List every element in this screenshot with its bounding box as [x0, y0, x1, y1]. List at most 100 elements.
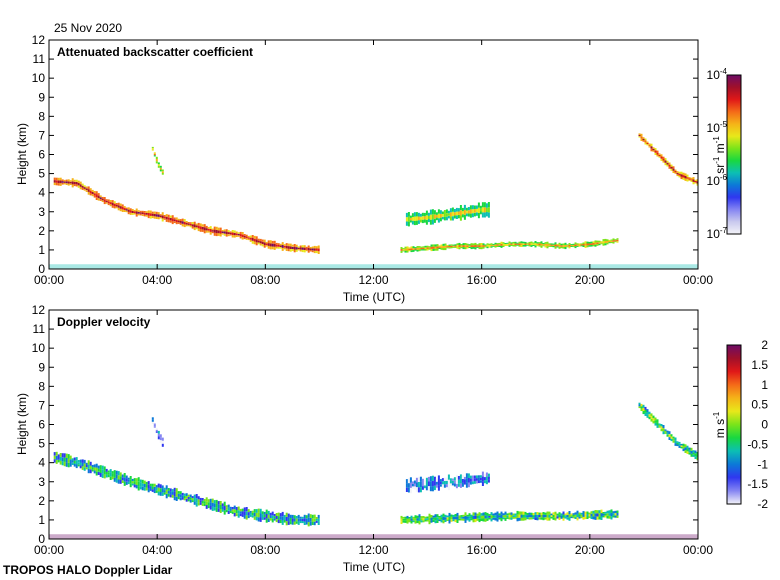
data-cell [542, 243, 545, 245]
data-cell [147, 212, 150, 216]
data-cell [461, 482, 464, 487]
data-cell [105, 200, 108, 203]
data-cell [556, 516, 559, 519]
data-cell [275, 519, 278, 523]
data-cell [271, 511, 274, 516]
data-cell [417, 476, 420, 482]
data-cell [470, 516, 473, 519]
data-cell [129, 208, 132, 211]
data-cell [412, 246, 415, 249]
data-cell [129, 476, 132, 480]
data-cell [189, 497, 192, 500]
data-cell [672, 438, 675, 441]
data-cell [177, 493, 180, 497]
data-cell [644, 140, 647, 143]
y-tick-label: 2 [38, 494, 45, 508]
data-cell [680, 446, 683, 449]
data-cell [201, 224, 204, 227]
data-cell [139, 482, 142, 487]
data-cell [420, 249, 423, 251]
data-cell [480, 515, 483, 519]
data-cell [676, 172, 679, 175]
data-cell [221, 509, 224, 512]
data-cell [295, 249, 298, 252]
data-cell [407, 478, 410, 484]
data-cell [439, 213, 442, 218]
data-cell [81, 187, 84, 190]
backscatter-colorbar-units: sr-1 m-1 [712, 136, 727, 174]
data-cell [682, 175, 685, 178]
data-cell [83, 459, 86, 464]
data-cell [550, 516, 553, 519]
data-cell [163, 218, 166, 220]
data-cell [414, 515, 417, 518]
data-cell [459, 483, 462, 488]
data-cell [610, 239, 613, 241]
data-cell [141, 479, 144, 484]
data-cell [522, 243, 525, 245]
data-cell [105, 474, 108, 478]
data-cell [465, 482, 468, 488]
data-cell [470, 247, 473, 250]
data-cell [688, 177, 691, 179]
y-tick-label: 4 [38, 186, 45, 200]
data-cell [430, 520, 433, 523]
data-cell [564, 516, 567, 519]
data-cell [67, 179, 70, 182]
data-cell [195, 502, 198, 507]
data-cell [171, 489, 174, 492]
x-tick-label: 08:00 [250, 543, 280, 557]
data-cell [301, 521, 304, 524]
data-cell [157, 212, 160, 215]
data-cell [93, 191, 96, 194]
data-cell [608, 242, 611, 244]
data-cell [457, 211, 460, 215]
data-cell [235, 231, 238, 234]
data-cell [610, 512, 613, 517]
x-tick-label: 08:00 [250, 273, 280, 287]
data-cell [467, 478, 470, 483]
data-cell [121, 206, 124, 210]
data-cell [177, 491, 180, 494]
data-cell [77, 185, 80, 188]
data-cell [494, 242, 497, 245]
data-cell [486, 515, 489, 519]
data-cell [157, 436, 160, 440]
data-cell [656, 150, 659, 153]
data-cell [478, 518, 481, 523]
data-cell [275, 244, 278, 247]
data-cell [481, 471, 484, 477]
data-cell [69, 463, 72, 467]
data-cell [524, 243, 527, 245]
data-cell [487, 212, 490, 218]
data-cell [694, 181, 697, 183]
data-cell [438, 519, 441, 522]
data-cell [65, 179, 68, 182]
data-cell [135, 213, 138, 217]
data-cell [179, 494, 182, 498]
data-cell [257, 240, 260, 243]
data-cell [263, 517, 266, 520]
data-cell [61, 457, 64, 462]
data-cell [155, 428, 158, 430]
data-cell [662, 160, 665, 163]
data-cell [117, 475, 120, 480]
data-cell [159, 440, 162, 443]
data-cell [441, 481, 444, 485]
data-cell [233, 232, 236, 236]
data-cell [516, 242, 519, 244]
data-cell [572, 514, 575, 517]
data-cell [646, 144, 649, 146]
data-cell [273, 518, 276, 521]
data-cell [131, 211, 134, 213]
data-cell [578, 243, 581, 245]
data-cell [402, 250, 405, 252]
data-cell [431, 475, 434, 481]
data-cell [662, 428, 665, 432]
data-cell [678, 445, 681, 448]
data-cell [614, 240, 617, 242]
data-cell [662, 425, 665, 429]
data-cell [287, 513, 290, 518]
data-cell [514, 517, 517, 519]
